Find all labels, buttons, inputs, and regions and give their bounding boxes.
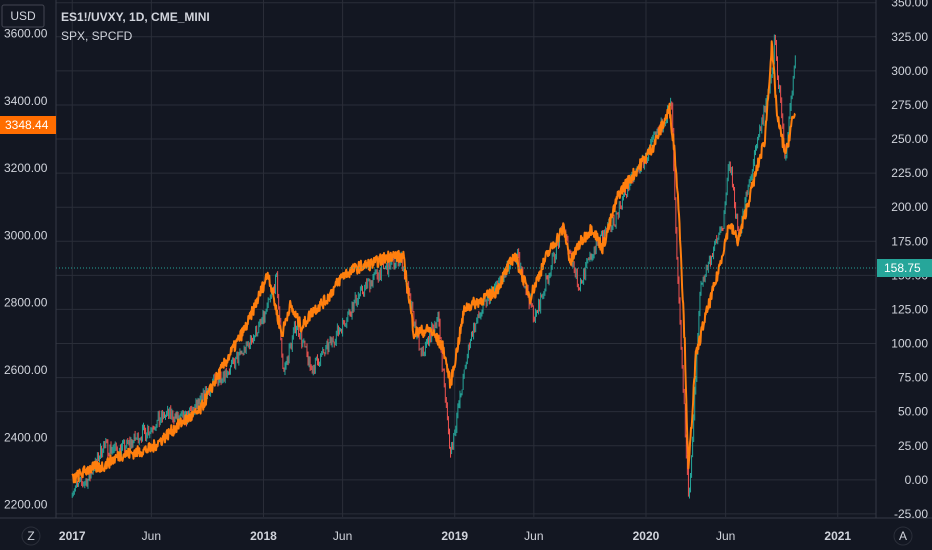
right-tick-label: 200.00 <box>891 200 928 214</box>
right-tick-label: 350.00 <box>891 0 928 10</box>
left-last-value-badge <box>0 116 56 134</box>
left-tick-label: 3200.00 <box>4 161 48 175</box>
left-tick-label: 2400.00 <box>4 430 48 444</box>
right-tick-label: 100.00 <box>891 337 928 351</box>
right-tick-label: 325.00 <box>891 30 928 44</box>
left-tick-label: 3000.00 <box>4 228 48 242</box>
right-tick-label: 300.00 <box>891 64 928 78</box>
right-tick-label: 175.00 <box>891 234 928 248</box>
right-last-value: 158.75 <box>884 261 921 275</box>
grid-lines <box>56 0 876 518</box>
ratio-series-line <box>71 40 796 484</box>
left-tick-label: 2200.00 <box>4 498 48 512</box>
time-tick-label: Jun <box>333 529 352 543</box>
right-tick-label: 275.00 <box>891 98 928 112</box>
right-last-value-badge <box>877 259 932 277</box>
time-tick-label: Jun <box>716 529 735 543</box>
timezone-button[interactable] <box>21 526 41 546</box>
left-tick-label: 3600.00 <box>4 27 48 41</box>
z-icon: Z <box>27 529 34 543</box>
left-price-axis[interactable]: 2200.00 2400.00 2600.00 2800.00 3000.00 3200.… <box>4 27 48 512</box>
time-axis[interactable]: 2017 Jun 2018 Jun 2019 Jun 2020 Jun 2021 <box>59 529 852 543</box>
left-tick-label: 2600.00 <box>4 363 48 377</box>
bottom-axis-panel <box>0 517 932 550</box>
symbol-title[interactable]: ES1!/UVXY, 1D, CME_MINI <box>61 10 210 24</box>
ratio-line <box>71 40 796 484</box>
right-tick-label: -25.00 <box>894 507 928 521</box>
right-tick-label: 125.00 <box>891 302 928 316</box>
time-tick-label: Jun <box>142 529 161 543</box>
time-tick-label: 2021 <box>824 529 851 543</box>
time-tick-label: 2017 <box>59 529 86 543</box>
right-tick-label: 250.00 <box>891 132 928 146</box>
time-tick-label: 2019 <box>441 529 468 543</box>
time-tick-label: 2020 <box>633 529 660 543</box>
right-tick-label: 25.00 <box>898 439 928 453</box>
currency-button[interactable] <box>1 4 45 28</box>
left-axis-panel <box>0 0 56 550</box>
left-tick-label: 2800.00 <box>4 296 48 310</box>
right-tick-label: 225.00 <box>891 166 928 180</box>
time-tick-label: 2018 <box>250 529 277 543</box>
right-tick-label: 75.00 <box>898 371 928 385</box>
right-price-axis[interactable]: -25.000.0025.0050.0075.00100.00125.00150… <box>891 0 928 521</box>
currency-label: USD <box>10 9 36 23</box>
right-tick-label: 0.00 <box>905 473 929 487</box>
left-tick-label: 3400.00 <box>4 94 48 108</box>
compare-symbol[interactable]: SPX, SPCFD <box>61 29 133 43</box>
right-tick-label: 50.00 <box>898 405 928 419</box>
left-last-value: 3348.44 <box>5 118 49 132</box>
a-icon: A <box>899 529 907 543</box>
auto-scale-button[interactable] <box>893 526 913 546</box>
time-tick-label: Jun <box>524 529 543 543</box>
